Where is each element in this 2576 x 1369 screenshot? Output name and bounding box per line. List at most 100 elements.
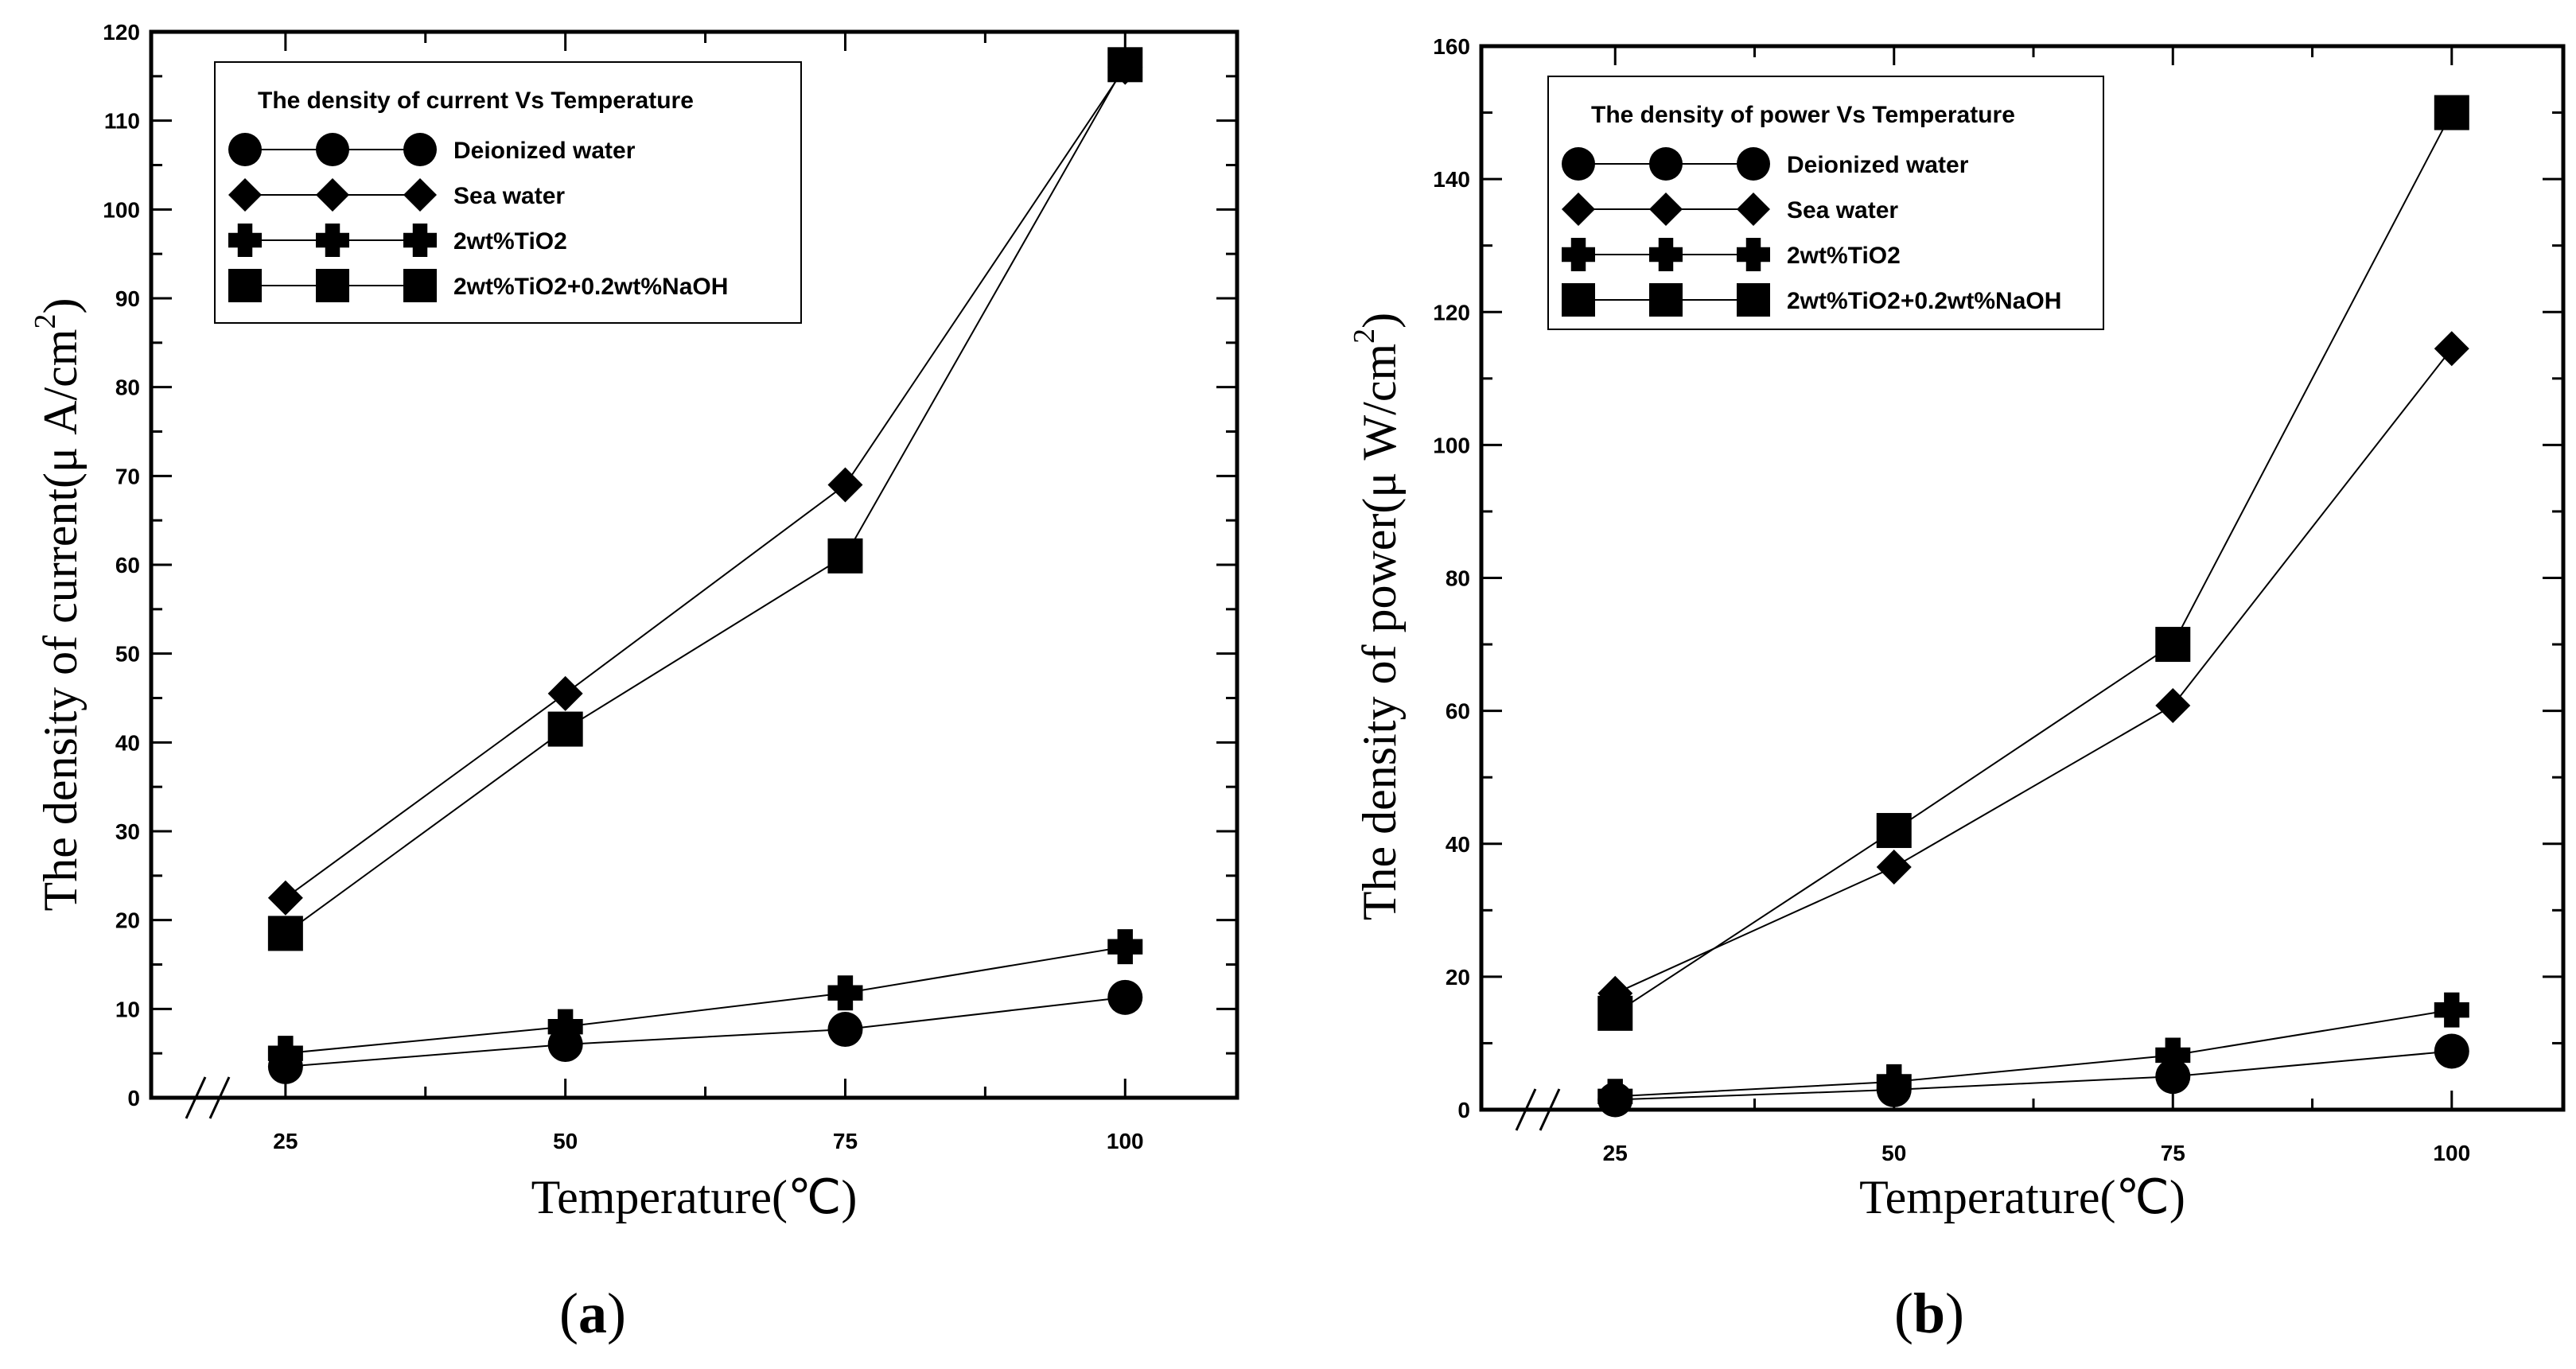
legend-label: 2wt%TiO2 — [453, 228, 567, 255]
legend-title: The density of power Vs Temperature — [1591, 102, 2015, 128]
data-point-2wt-tio2-0-2wt-naoh — [2155, 627, 2191, 663]
legend-item-sea-water: Sea water — [228, 178, 565, 212]
legend-item-sea-water: Sea water — [1562, 193, 1898, 226]
y-axis: 0 20 40 60 80 100 120 140 160 — [1433, 34, 2563, 1122]
panel-letter: a — [578, 1281, 607, 1345]
legend-marker-2wt-tio2-0-2wt-naoh — [403, 269, 437, 302]
series-line-sea-water — [1614, 348, 2453, 994]
data-point-2wt-tio2-0-2wt-naoh — [267, 916, 303, 951]
legend-marker-2wt-tio2 — [403, 224, 437, 257]
legend-marker-deionized-water — [316, 133, 349, 166]
y-tick-label: 50 — [115, 642, 140, 667]
legend-marker-deionized-water — [1649, 147, 1683, 181]
data-point-sea-water — [547, 675, 583, 711]
axis-break-mark — [185, 1076, 207, 1119]
x-tick-label: 25 — [273, 1129, 298, 1153]
series-2wt-tio2 — [1597, 992, 2469, 1114]
legend-box — [1547, 76, 2104, 330]
y-tick-label: 80 — [1446, 566, 1470, 591]
y-tick-label: 120 — [1433, 300, 1470, 325]
series-group — [1597, 95, 2469, 1118]
y-tick-label: 0 — [1457, 1098, 1470, 1122]
data-point-2wt-tio2-0-2wt-naoh — [1107, 47, 1143, 83]
legend-item-deionized-water: Deionized water — [228, 133, 636, 166]
y-tick-label: 110 — [104, 109, 140, 134]
series-line-2wt-tio2-0-2wt-naoh — [285, 64, 1127, 935]
y-axis-label-superscript: 2 — [29, 314, 62, 329]
y-tick-label: 20 — [1446, 965, 1470, 990]
legend-marker-sea-water — [228, 178, 262, 212]
legend-marker-2wt-tio2 — [228, 224, 262, 257]
data-point-2wt-tio2 — [1107, 929, 1143, 965]
data-point-sea-water — [2155, 687, 2191, 723]
data-point-2wt-tio2-0-2wt-naoh — [827, 538, 863, 574]
x-axis-label: Temperature(℃) — [531, 1171, 858, 1223]
legend-item-2wt-tio2-0-2wt-naoh: 2wt%TiO2+0.2wt%NaOH — [1562, 283, 2061, 317]
series-line-deionized-water — [285, 996, 1126, 1068]
y-tick-label: 120 — [103, 20, 140, 45]
series-line-2wt-tio2-0-2wt-naoh — [1614, 112, 2453, 1014]
x-axis: 25 50 75 100 — [1515, 46, 2470, 1165]
y-axis-label-end: ) — [1353, 313, 1406, 329]
legend-marker-2wt-tio2 — [1649, 238, 1683, 271]
y-tick-label: 60 — [1446, 699, 1470, 724]
legend: The density of current Vs Temperature De… — [214, 61, 802, 324]
y-tick-label: 160 — [1433, 34, 1470, 59]
y-axis-label-superscript: 2 — [1348, 329, 1381, 344]
data-point-sea-water — [1876, 849, 1912, 885]
data-point-2wt-tio2 — [827, 975, 863, 1011]
y-tick-label: 10 — [115, 997, 140, 1021]
legend-item-2wt-tio2: 2wt%TiO2 — [1562, 238, 1901, 271]
data-point-sea-water — [2434, 331, 2469, 367]
series-2wt-tio2-0-2wt-naoh — [267, 47, 1143, 951]
data-point-2wt-tio2 — [1876, 1064, 1912, 1099]
y-tick-label: 60 — [115, 553, 140, 578]
y-axis-label-end: ) — [34, 298, 87, 314]
y-tick-label: 80 — [115, 375, 140, 400]
legend-marker-deionized-water — [1562, 147, 1595, 181]
data-point-deionized-water — [2434, 1033, 2469, 1069]
data-point-deionized-water — [827, 1012, 863, 1048]
legend-item-deionized-water: Deionized water — [1562, 147, 1969, 181]
panel-letter: b — [1913, 1281, 1945, 1345]
legend-marker-2wt-tio2-0-2wt-naoh — [316, 269, 349, 302]
x-tick-label: 75 — [2161, 1141, 2185, 1165]
legend-label: Sea water — [1787, 197, 1898, 224]
x-axis-label: Temperature(℃) — [1859, 1171, 2185, 1223]
y-tick-label: 0 — [127, 1086, 140, 1110]
data-point-deionized-water — [2155, 1059, 2191, 1095]
y-axis: 0 10 20 30 40 50 60 70 80 90 100 110 120 — [103, 20, 1237, 1110]
x-tick-label: 100 — [2433, 1141, 2470, 1165]
data-point-2wt-tio2 — [1597, 1079, 1633, 1114]
legend-marker-2wt-tio2-0-2wt-naoh — [228, 269, 262, 302]
data-point-2wt-tio2-0-2wt-naoh — [1597, 995, 1633, 1031]
legend: The density of power Vs Temperature Deio… — [1547, 76, 2104, 330]
series-2wt-tio2-0-2wt-naoh — [1597, 95, 2469, 1031]
panel-label: (a) — [559, 1281, 626, 1345]
legend-label: 2wt%TiO2 — [1787, 243, 1901, 269]
data-point-sea-water — [827, 467, 863, 503]
y-tick-label: 20 — [115, 908, 140, 933]
series-line-2wt-tio2 — [285, 946, 1126, 1055]
data-point-2wt-tio2-0-2wt-naoh — [2434, 95, 2469, 130]
y-axis-label-main: The density of current(μ A/cm — [34, 329, 87, 912]
series-group — [267, 47, 1143, 1084]
y-tick-label: 90 — [115, 286, 140, 311]
y-tick-label: 70 — [115, 464, 140, 488]
legend-marker-2wt-tio2-0-2wt-naoh — [1562, 283, 1595, 317]
series-line-deionized-water — [1615, 1050, 2452, 1101]
y-tick-label: 40 — [115, 730, 140, 755]
x-tick-label: 100 — [1107, 1129, 1144, 1153]
x-tick-label: 50 — [1881, 1141, 1906, 1165]
y-tick-label: 40 — [1446, 832, 1470, 857]
y-tick-label: 30 — [115, 819, 140, 844]
legend-box — [214, 61, 802, 324]
legend-marker-2wt-tio2 — [1737, 238, 1770, 271]
y-axis-label-main: The density of power(μ W/cm — [1353, 344, 1406, 920]
chart-panel-a: 0 10 20 30 40 50 60 70 80 90 100 110 120 25 50 75 100 T… — [29, 20, 1239, 1345]
legend-label: Deionized water — [453, 138, 636, 164]
legend-marker-sea-water — [1649, 193, 1683, 226]
data-point-2wt-tio2 — [547, 1009, 583, 1044]
legend-marker-2wt-tio2-0-2wt-naoh — [1649, 283, 1683, 317]
